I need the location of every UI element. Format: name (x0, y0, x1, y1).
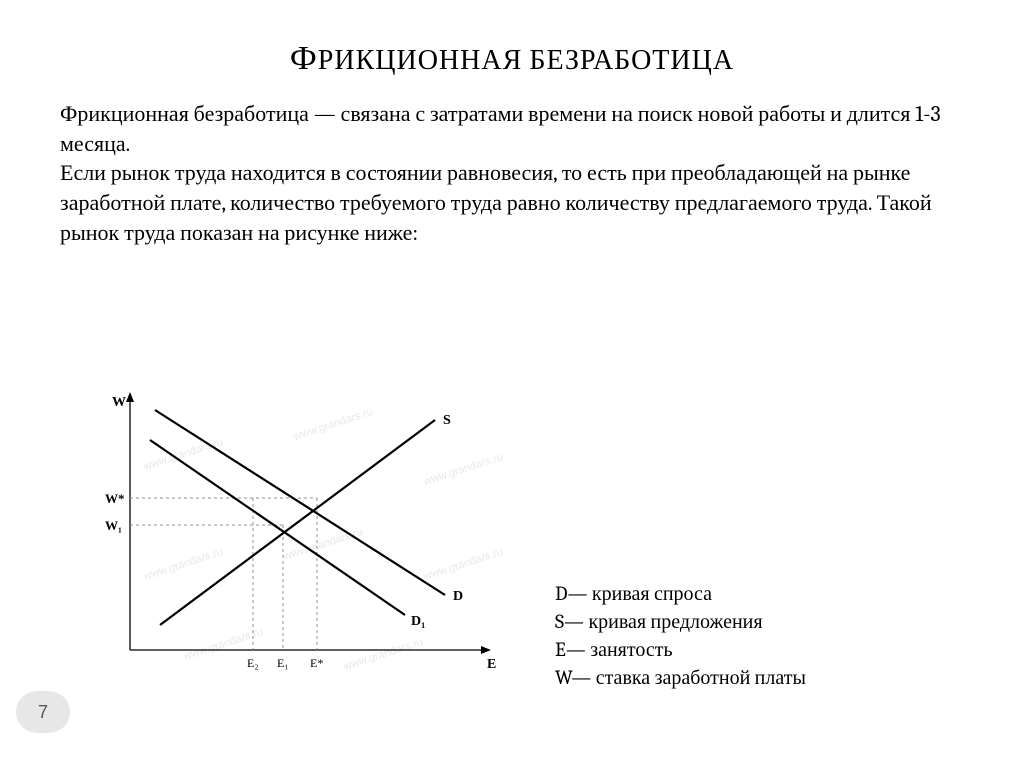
legend-w: W— ставка заработной платы (555, 664, 806, 692)
svg-text:E: E (487, 657, 496, 672)
page-number-badge: 7 (16, 691, 70, 733)
svg-text:W₁: W₁ (105, 518, 122, 533)
page-title: ФРИКЦИОННАЯ БЕЗРАБОТИЦА (0, 0, 1024, 78)
svg-text:www.grandars.ru: www.grandars.ru (291, 406, 374, 443)
labor-market-chart: www.grandars.ru www.grandars.ru www.granda… (85, 380, 505, 690)
body-paragraph: Фрикционная безработица — связана с затр… (0, 78, 1024, 248)
svg-text:E₂: E₂ (247, 656, 259, 670)
svg-text:www.grandars.ru: www.grandars.ru (341, 636, 424, 673)
page-number: 7 (38, 702, 48, 723)
legend-d: D— кривая спроса (555, 580, 806, 608)
svg-text:S: S (443, 413, 451, 428)
svg-text:E*: E* (310, 656, 323, 670)
svg-text:www.grandars.ru: www.grandars.ru (421, 546, 504, 583)
svg-text:www.grandars.ru: www.grandars.ru (141, 546, 224, 583)
chart-svg: www.grandars.ru www.grandars.ru www.granda… (85, 380, 505, 690)
svg-text:D: D (453, 589, 463, 604)
svg-text:W*: W* (105, 491, 125, 506)
svg-text:D₁: D₁ (411, 614, 425, 629)
paragraph-text: Фрикционная безработица — связана с затр… (60, 101, 941, 246)
legend-s: S— кривая предложения (555, 608, 806, 636)
title-first-letter: Ф (290, 38, 318, 78)
title-rest: РИКЦИОННАЯ БЕЗРАБОТИЦА (318, 44, 734, 76)
svg-text:E₁: E₁ (277, 656, 289, 670)
legend-e: E— занятость (555, 636, 806, 664)
chart-legend: D— кривая спроса S— кривая предложения E… (555, 580, 806, 692)
svg-text:W: W (112, 395, 126, 410)
svg-text:www.grandars.ru: www.grandars.ru (421, 451, 504, 488)
